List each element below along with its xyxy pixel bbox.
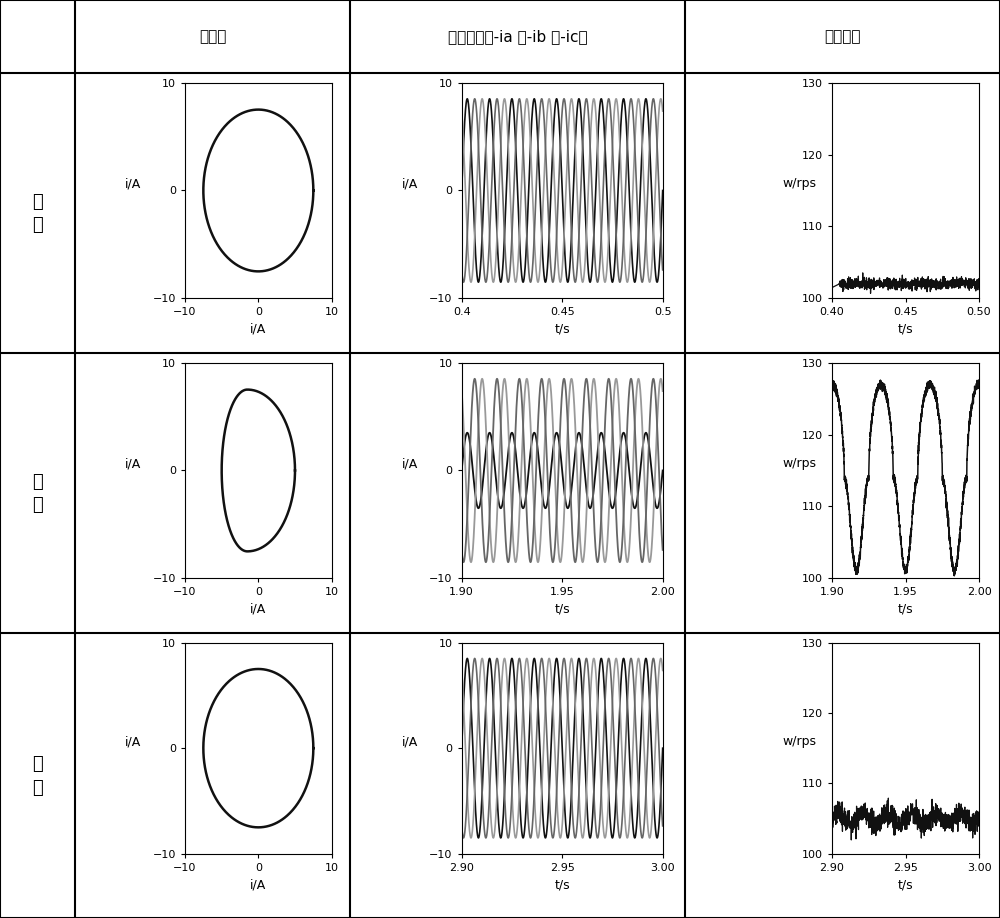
- X-axis label: t/s: t/s: [554, 323, 570, 336]
- X-axis label: t/s: t/s: [554, 879, 570, 891]
- Text: 容
错: 容 错: [32, 755, 43, 797]
- Text: 波形图（红-ia 绿-ib 蓝-ic）: 波形图（红-ia 绿-ib 蓝-ic）: [448, 29, 587, 44]
- Y-axis label: w/rps: w/rps: [783, 735, 817, 748]
- Text: 轨迹圆: 轨迹圆: [199, 29, 226, 44]
- X-axis label: i/A: i/A: [250, 323, 266, 336]
- Y-axis label: i/A: i/A: [402, 177, 418, 190]
- Y-axis label: i/A: i/A: [125, 457, 141, 470]
- X-axis label: t/s: t/s: [898, 879, 913, 891]
- Text: 正
常: 正 常: [32, 193, 43, 234]
- X-axis label: i/A: i/A: [250, 603, 266, 616]
- X-axis label: t/s: t/s: [554, 603, 570, 616]
- Text: 故
障: 故 障: [32, 473, 43, 514]
- X-axis label: t/s: t/s: [898, 323, 913, 336]
- X-axis label: i/A: i/A: [250, 879, 266, 891]
- Y-axis label: w/rps: w/rps: [783, 177, 817, 190]
- Y-axis label: i/A: i/A: [125, 177, 141, 190]
- X-axis label: t/s: t/s: [898, 603, 913, 616]
- Y-axis label: w/rps: w/rps: [783, 457, 817, 470]
- Y-axis label: i/A: i/A: [125, 735, 141, 748]
- Text: 转速波动: 转速波动: [824, 29, 861, 44]
- Y-axis label: i/A: i/A: [402, 735, 418, 748]
- Y-axis label: i/A: i/A: [402, 457, 418, 470]
